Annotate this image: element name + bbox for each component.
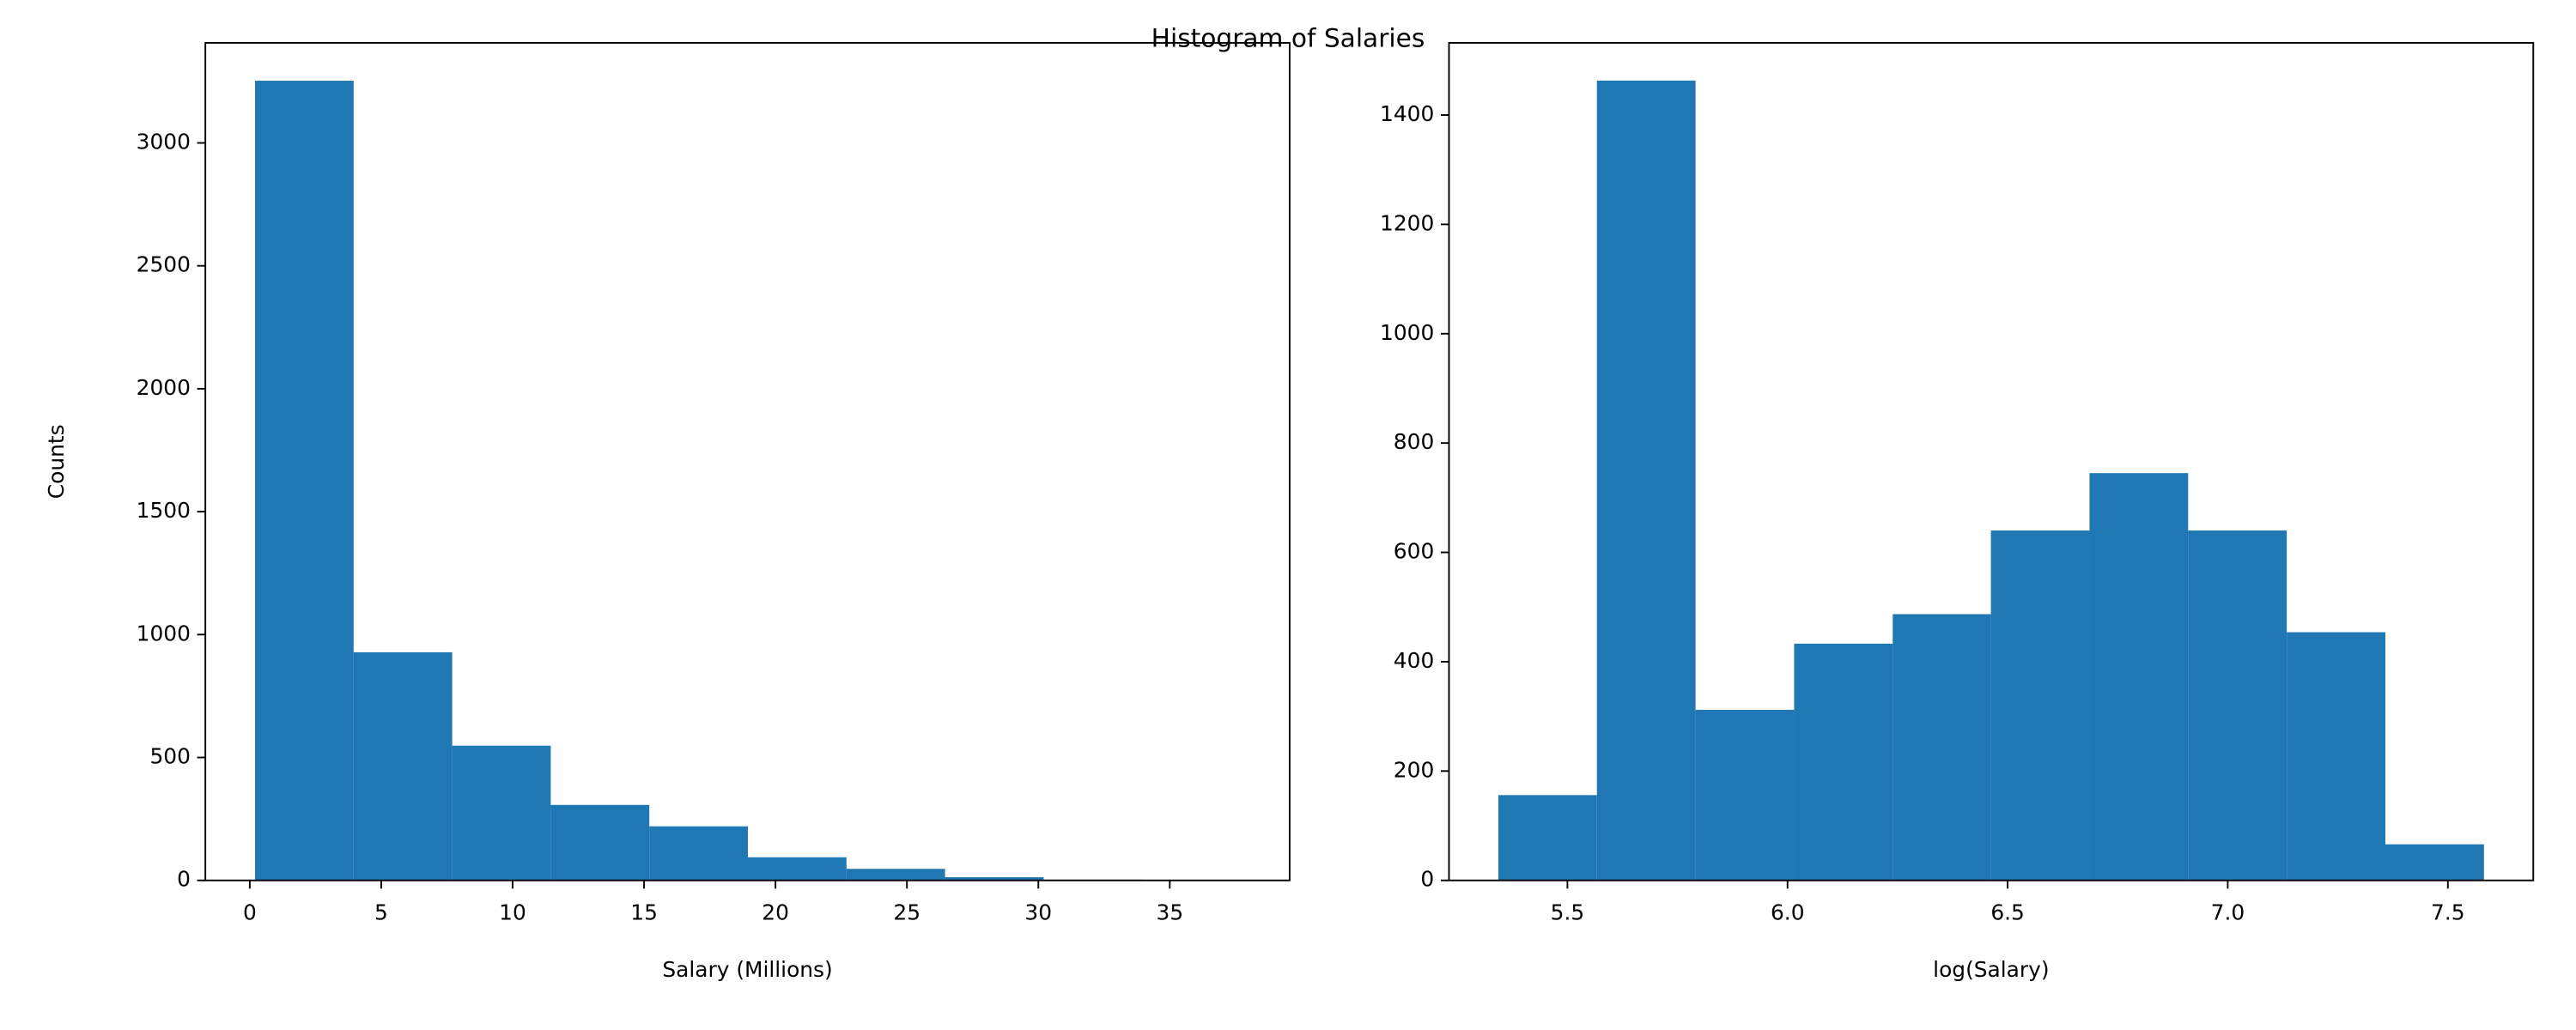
axes-frame [204,41,1291,882]
x-tick-label: 10 [499,900,526,925]
x-tick-label: 6.5 [1990,900,2025,925]
x-tick-label: 15 [630,900,658,925]
bar [550,804,650,881]
x-tick-label: 5 [374,900,388,925]
bar [1893,614,1991,881]
bar [255,81,354,881]
y-tick-label: 0 [1420,867,1434,892]
figure-title: Histogram of Salaries [1151,23,1425,53]
bar [1596,80,1696,881]
y-tick-label: 1400 [1380,101,1434,126]
x-tick-label: 0 [243,900,257,925]
bar [747,857,847,881]
x-axis-label: log(Salary) [1933,957,2049,982]
x-tick-label: 7.5 [2431,900,2465,925]
bar [846,869,945,881]
bar [1498,795,1597,881]
bar [2385,844,2484,881]
axes-frame [1448,41,2535,882]
bar [353,651,453,881]
y-tick-label: 200 [1394,757,1434,782]
y-tick-label: 2000 [137,375,191,400]
y-tick-label: 0 [177,867,191,892]
bar [2188,530,2287,881]
bar [945,876,1044,881]
x-tick-label: 7.0 [2211,900,2245,925]
y-tick-label: 3000 [137,130,191,154]
x-axis-label: Salary (Millions) [662,957,832,982]
x-tick-label: 6.0 [1771,900,1805,925]
x-tick-label: 30 [1024,900,1052,925]
bar [2287,632,2385,881]
bar [1990,530,2090,881]
y-tick-label: 800 [1394,429,1434,454]
y-tick-label: 500 [149,744,190,769]
x-tick-label: 35 [1157,900,1184,925]
y-tick-label: 1200 [1380,210,1434,235]
y-tick-label: 1000 [137,621,191,645]
bar [1695,709,1795,881]
y-tick-label: 1000 [1380,320,1434,345]
bar [649,826,748,881]
x-tick-label: 25 [893,900,920,925]
y-tick-label: 400 [1394,648,1434,673]
bar [1794,643,1893,881]
y-tick-label: 600 [1394,539,1434,564]
x-tick-label: 5.5 [1551,900,1585,925]
bar [2089,473,2189,881]
bar [452,745,551,881]
y-tick-label: 2500 [137,252,191,277]
y-axis-label: Counts [44,424,69,499]
x-tick-label: 20 [762,900,789,925]
y-tick-label: 1500 [137,498,191,523]
